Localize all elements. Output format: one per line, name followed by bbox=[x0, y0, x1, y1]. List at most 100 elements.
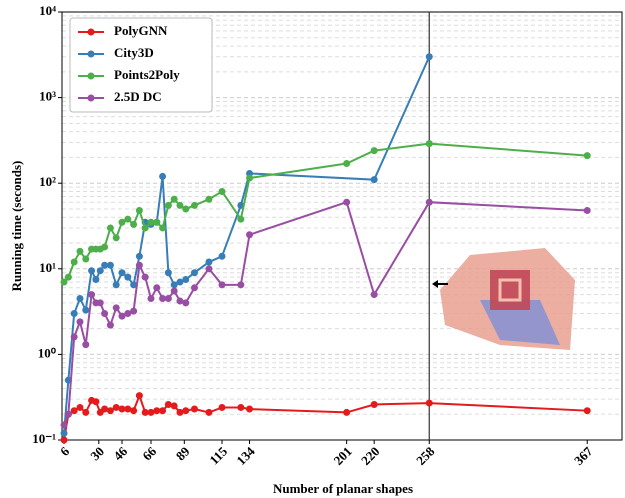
data-point bbox=[147, 218, 155, 226]
data-point bbox=[246, 231, 254, 239]
legend-frame bbox=[69, 17, 213, 113]
x-axis-label: Number of planar shapes bbox=[273, 481, 413, 496]
data-point bbox=[124, 273, 132, 281]
y-tick-label: 10¹ bbox=[39, 260, 56, 275]
legend-label: Points2Poly bbox=[114, 67, 180, 82]
series-line bbox=[63, 392, 588, 441]
data-point bbox=[141, 408, 149, 416]
data-point bbox=[170, 402, 178, 410]
series-line bbox=[63, 56, 431, 434]
data-point bbox=[218, 187, 226, 195]
data-point bbox=[583, 407, 591, 415]
data-point bbox=[425, 198, 433, 206]
data-point bbox=[190, 284, 198, 292]
data-point bbox=[182, 275, 190, 283]
data-point bbox=[112, 304, 120, 312]
x-tick-label: 115 bbox=[206, 443, 230, 467]
data-point bbox=[106, 407, 114, 415]
data-point bbox=[70, 258, 78, 266]
data-point bbox=[370, 291, 378, 299]
data-point bbox=[76, 294, 84, 302]
data-point bbox=[205, 408, 213, 416]
x-tick-label: 89 bbox=[173, 443, 193, 463]
data-point bbox=[147, 294, 155, 302]
data-point bbox=[60, 421, 68, 429]
data-point bbox=[70, 333, 78, 341]
inset-model bbox=[440, 248, 575, 350]
data-point bbox=[218, 252, 226, 260]
data-point bbox=[237, 403, 245, 411]
y-tick-label: 10⁴ bbox=[39, 3, 56, 18]
data-point bbox=[246, 405, 254, 413]
data-point bbox=[70, 310, 78, 318]
data-point bbox=[130, 407, 138, 415]
data-point bbox=[60, 278, 68, 286]
data-point bbox=[182, 205, 190, 213]
data-point bbox=[76, 318, 84, 326]
legend-label: PolyGNN bbox=[114, 23, 168, 38]
data-point bbox=[64, 273, 72, 281]
x-tick-label: 258 bbox=[413, 443, 438, 468]
data-point bbox=[164, 201, 172, 209]
data-point bbox=[182, 299, 190, 307]
legend-marker bbox=[87, 72, 95, 80]
data-point bbox=[153, 218, 161, 226]
x-tick-label: 367 bbox=[571, 443, 596, 468]
data-point bbox=[170, 287, 178, 295]
data-point bbox=[135, 206, 143, 214]
data-point bbox=[246, 174, 254, 182]
x-tick-label: 134 bbox=[233, 443, 258, 468]
data-point bbox=[159, 294, 167, 302]
data-point bbox=[170, 195, 178, 203]
data-point bbox=[176, 201, 184, 209]
y-tick-label: 10⁻¹ bbox=[32, 431, 56, 446]
data-point bbox=[70, 407, 78, 415]
data-point bbox=[118, 218, 126, 226]
data-point bbox=[118, 405, 126, 413]
data-point bbox=[92, 275, 100, 283]
data-point bbox=[92, 398, 100, 406]
data-point bbox=[124, 405, 132, 413]
data-point bbox=[112, 234, 120, 242]
data-point bbox=[124, 310, 132, 318]
data-point bbox=[112, 403, 120, 411]
data-point bbox=[82, 341, 90, 349]
y-tick-label: 10² bbox=[39, 174, 56, 189]
x-tick-label: 6 bbox=[57, 443, 73, 459]
legend-marker bbox=[87, 94, 95, 102]
data-point bbox=[343, 198, 351, 206]
data-point bbox=[159, 172, 167, 180]
data-point bbox=[218, 281, 226, 289]
data-point bbox=[370, 400, 378, 408]
y-axis-label: Running time (seconds) bbox=[9, 161, 24, 292]
data-point bbox=[101, 243, 109, 251]
data-point bbox=[118, 312, 126, 320]
data-point bbox=[64, 410, 72, 418]
legend: PolyGNN City3D Points2Poly 2.5D DC bbox=[69, 17, 213, 113]
data-point bbox=[205, 265, 213, 273]
data-point bbox=[153, 284, 161, 292]
data-point bbox=[147, 408, 155, 416]
data-point bbox=[118, 269, 126, 277]
data-point bbox=[164, 400, 172, 408]
legend-marker bbox=[87, 50, 95, 58]
data-point bbox=[190, 405, 198, 413]
data-point bbox=[176, 408, 184, 416]
data-point bbox=[82, 306, 90, 314]
data-point bbox=[425, 140, 433, 148]
data-point bbox=[141, 273, 149, 281]
y-tick-label: 10³ bbox=[39, 89, 56, 104]
data-point bbox=[164, 294, 172, 302]
data-point bbox=[205, 258, 213, 266]
data-point bbox=[425, 53, 433, 61]
data-point bbox=[425, 399, 433, 407]
data-point bbox=[159, 407, 167, 415]
data-point bbox=[106, 321, 114, 329]
data-point bbox=[153, 407, 161, 415]
data-point bbox=[130, 307, 138, 315]
data-point bbox=[141, 224, 149, 232]
data-point bbox=[135, 261, 143, 269]
data-point bbox=[370, 176, 378, 184]
data-point bbox=[82, 408, 90, 416]
